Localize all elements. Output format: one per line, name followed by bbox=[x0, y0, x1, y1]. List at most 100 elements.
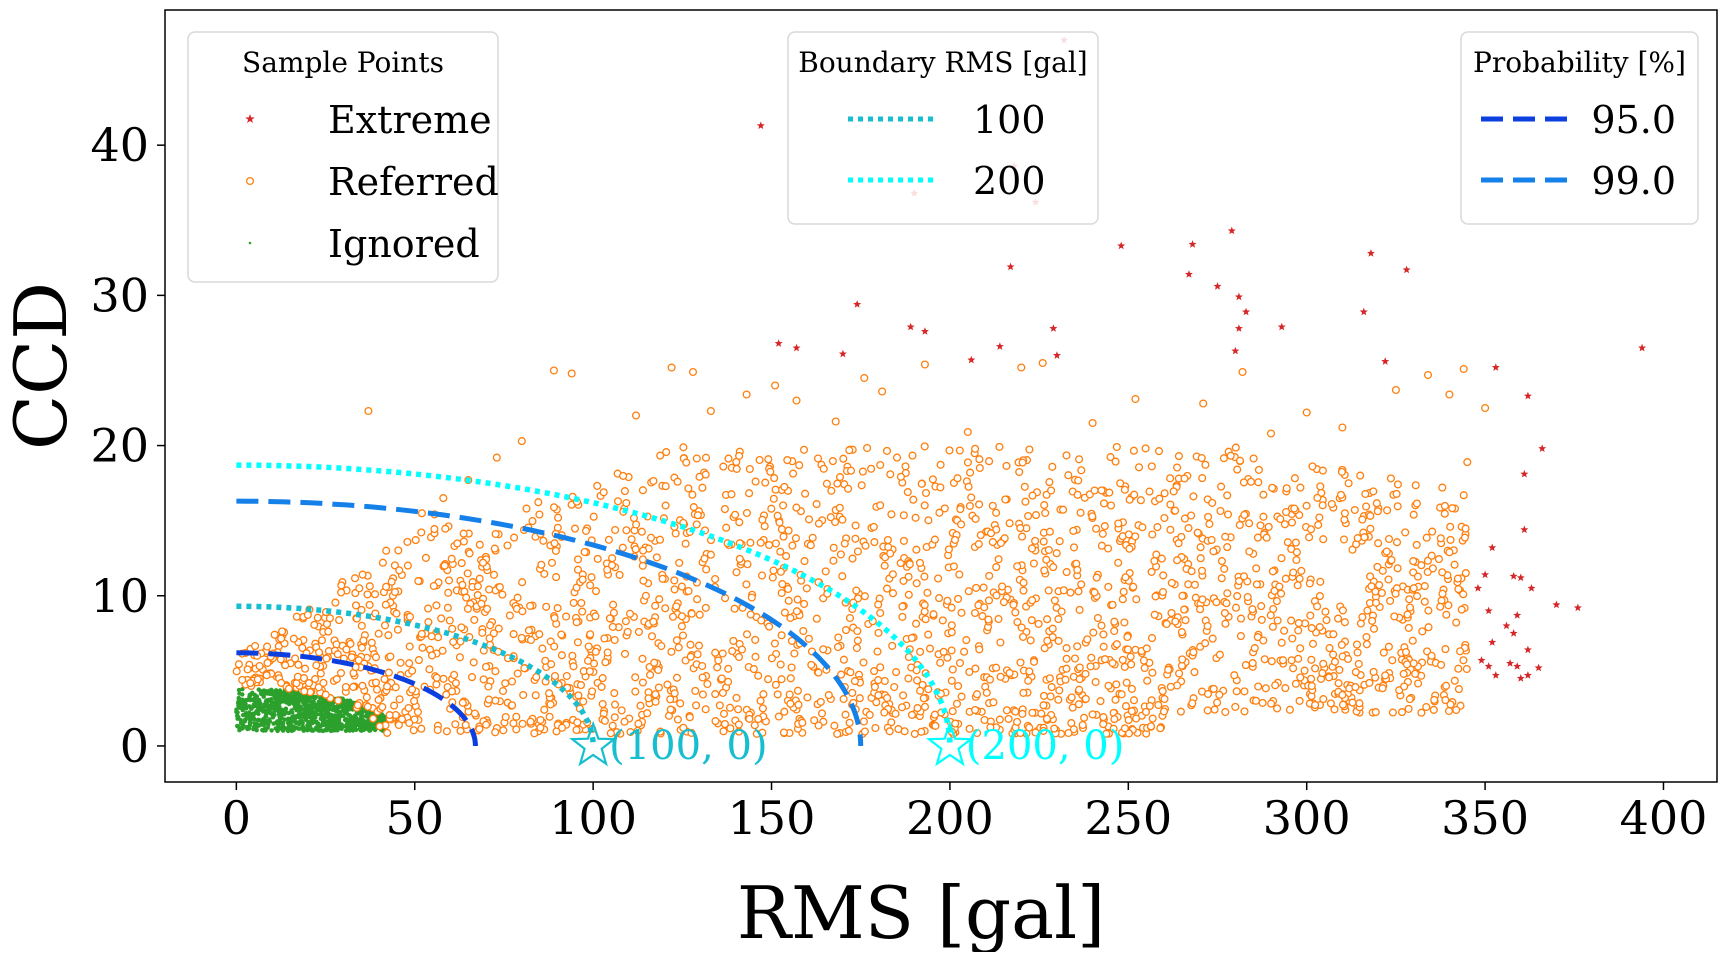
referred-point bbox=[1139, 656, 1148, 665]
referred-point bbox=[917, 479, 926, 488]
referred-point bbox=[694, 641, 704, 650]
referred-point bbox=[1037, 709, 1046, 718]
referred-point bbox=[1099, 713, 1108, 722]
ignored-point bbox=[245, 726, 250, 732]
referred-point bbox=[1005, 519, 1014, 528]
referred-point bbox=[1267, 699, 1276, 708]
referred-point bbox=[950, 535, 960, 544]
referred-point bbox=[1040, 644, 1049, 653]
referred-point bbox=[686, 652, 695, 661]
referred-point bbox=[880, 708, 889, 717]
referred-point bbox=[351, 663, 360, 672]
referred-point bbox=[1318, 501, 1327, 510]
referred-point bbox=[829, 556, 838, 565]
referred-point bbox=[1340, 618, 1349, 627]
referred-point bbox=[1147, 567, 1156, 576]
referred-point bbox=[1280, 626, 1289, 635]
referred-point bbox=[1120, 485, 1129, 494]
referred-point bbox=[955, 446, 964, 455]
referred-point bbox=[1070, 654, 1080, 663]
referred-point bbox=[920, 607, 929, 616]
referred-point bbox=[1428, 564, 1437, 573]
referred-point bbox=[1073, 565, 1082, 574]
referred-point bbox=[996, 672, 1005, 681]
referred-point bbox=[536, 715, 545, 725]
referred-point bbox=[1438, 589, 1447, 598]
ignored-point bbox=[303, 711, 308, 716]
referred-point bbox=[921, 488, 931, 498]
referred-point bbox=[775, 518, 784, 527]
referred-point bbox=[1067, 719, 1076, 728]
referred-point bbox=[463, 569, 472, 578]
referred-point bbox=[625, 609, 635, 618]
referred-point bbox=[679, 443, 688, 452]
referred-point bbox=[390, 587, 400, 597]
referred-point bbox=[455, 653, 464, 662]
referred-point bbox=[622, 498, 631, 508]
referred-point bbox=[363, 590, 372, 599]
referred-point bbox=[1092, 573, 1101, 582]
referred-point bbox=[1055, 686, 1064, 695]
referred-point bbox=[1099, 630, 1108, 639]
referred-point bbox=[331, 598, 340, 607]
referred-point bbox=[1388, 656, 1397, 665]
legend-title: Boundary RMS [gal] bbox=[798, 46, 1087, 79]
referred-point bbox=[1257, 615, 1266, 624]
referred-point bbox=[465, 549, 474, 558]
referred-point bbox=[804, 515, 814, 524]
referred-point bbox=[924, 630, 933, 639]
referred-point bbox=[1338, 606, 1347, 615]
referred-point bbox=[1219, 454, 1228, 463]
referred-point bbox=[1220, 609, 1229, 618]
referred-point bbox=[1330, 657, 1340, 666]
referred-point bbox=[1098, 529, 1107, 538]
referred-point bbox=[751, 477, 760, 486]
referred-point bbox=[1319, 535, 1328, 544]
referred-point bbox=[1450, 560, 1459, 569]
referred-point bbox=[1049, 563, 1058, 572]
referred-point bbox=[342, 645, 351, 654]
referred-point bbox=[693, 511, 702, 520]
referred-point bbox=[1297, 566, 1306, 575]
extreme-point bbox=[1242, 307, 1251, 316]
referred-point bbox=[1277, 589, 1286, 598]
referred-point bbox=[1441, 696, 1450, 705]
legend-label: 95.0 bbox=[1591, 98, 1676, 142]
referred-point bbox=[1013, 618, 1022, 627]
referred-point bbox=[1055, 537, 1064, 546]
referred-point bbox=[955, 570, 964, 579]
ignored-point bbox=[239, 721, 245, 727]
referred-point bbox=[1461, 569, 1470, 578]
referred-point bbox=[930, 710, 939, 719]
legend-dot-icon bbox=[248, 241, 252, 245]
ignored-point bbox=[328, 712, 333, 717]
referred-point bbox=[1171, 617, 1180, 626]
referred-point bbox=[1042, 714, 1052, 723]
ignored-point bbox=[331, 718, 337, 723]
referred-point bbox=[1313, 493, 1322, 502]
referred-point bbox=[1326, 699, 1335, 708]
referred-point bbox=[971, 514, 980, 523]
ignored-point bbox=[355, 722, 360, 727]
referred-points bbox=[232, 358, 1490, 738]
referred-point bbox=[719, 727, 728, 736]
referred-point bbox=[1444, 601, 1453, 610]
referred-point bbox=[608, 721, 617, 730]
referred-point bbox=[784, 596, 793, 605]
referred-point bbox=[513, 593, 522, 602]
referred-point bbox=[755, 455, 764, 465]
referred-point bbox=[643, 709, 652, 718]
referred-point bbox=[1452, 705, 1461, 715]
y-tick-label: 30 bbox=[90, 268, 149, 322]
referred-point bbox=[673, 715, 682, 724]
referred-point bbox=[695, 610, 704, 619]
referred-point bbox=[687, 609, 696, 618]
referred-point bbox=[1028, 596, 1037, 605]
referred-point bbox=[912, 666, 921, 675]
referred-point bbox=[1368, 616, 1377, 625]
referred-point bbox=[292, 612, 301, 621]
referred-point bbox=[1029, 657, 1039, 666]
referred-point bbox=[405, 659, 414, 668]
referred-point bbox=[1209, 547, 1218, 556]
referred-point bbox=[1166, 525, 1175, 534]
